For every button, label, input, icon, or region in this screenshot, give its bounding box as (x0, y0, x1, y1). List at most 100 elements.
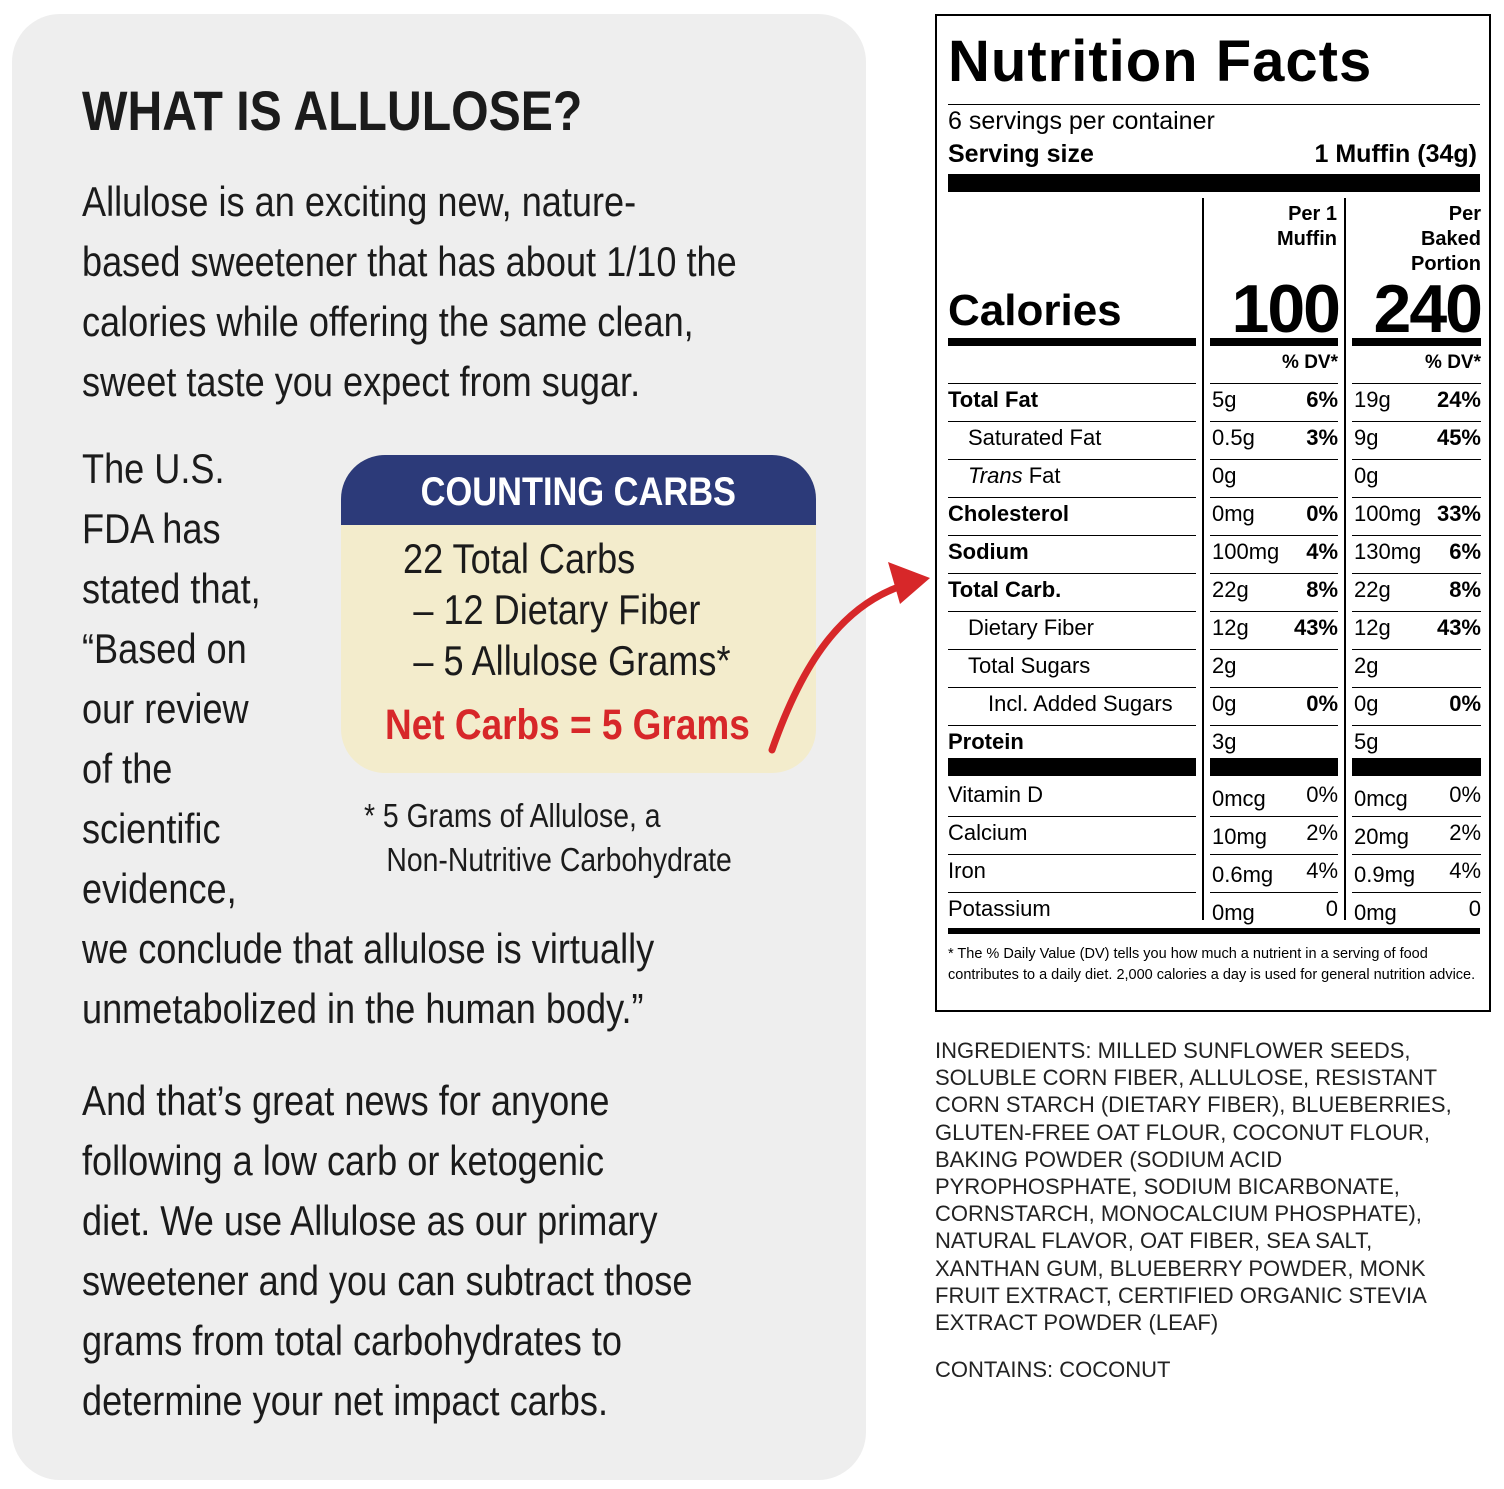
vitamin-dv-muffin: 4% (1306, 858, 1338, 883)
nutrient-dv-muffin: 4% (1306, 539, 1338, 564)
row-divider (1352, 421, 1481, 422)
row-divider (1352, 459, 1481, 460)
closing-line: And that’s great news for anyone (82, 1077, 610, 1124)
vitamin-dv-portion: 0 (1468, 896, 1481, 921)
serving-size-value: 1 Muffin (34g) (1314, 140, 1478, 168)
row-divider (1210, 535, 1338, 536)
nutrient-dv-muffin: 6% (1306, 387, 1338, 412)
nutrient-name: Cholesterol (948, 501, 1070, 526)
vitamin-dv-muffin: 0 (1325, 896, 1338, 921)
nutrient-name-italic: Trans (968, 463, 1023, 488)
vitamin-amount-muffin: 10mg (1212, 824, 1268, 849)
nutrient-amount-portion: 0g (1354, 691, 1379, 716)
row-divider (1210, 421, 1338, 422)
ingredients-line: EXTRACT POWDER (LEAF) (935, 1310, 1219, 1336)
thick-divider (948, 758, 1196, 776)
vitamin-amount-portion: 0mcg (1354, 786, 1408, 811)
vitamin-dv-portion: 4% (1449, 858, 1481, 883)
row-divider (948, 421, 1196, 422)
ingredients-line: XANTHAN GUM, BLUEBERRY POWDER, MONK (935, 1255, 1426, 1281)
fda-line: of the (82, 745, 173, 792)
intro-line: calories while offering the same clean, (82, 298, 694, 345)
row-divider (948, 649, 1196, 650)
vitamin-amount-portion: 0mg (1354, 900, 1397, 925)
nutrient-dv-portion: 8% (1449, 577, 1481, 602)
serving-size-label: Serving size (948, 140, 1094, 168)
nutrient-name: Dietary Fiber (968, 615, 1094, 640)
nutrient-dv-portion: 24% (1436, 387, 1481, 412)
row-divider (1210, 573, 1338, 574)
row-divider (1352, 497, 1481, 498)
fda-line: evidence, (82, 865, 237, 912)
fda-line: we conclude that allulose is virtually (82, 925, 655, 972)
nutrient-amount-portion: 9g (1354, 425, 1379, 450)
nutrient-amount-muffin: 0g (1212, 691, 1237, 716)
footnote-line: Non-Nutritive Carbohydrate (386, 841, 732, 878)
row-divider (948, 459, 1196, 460)
col-head-line: Per (1448, 203, 1481, 225)
nutrient-amount-portion: 19g (1354, 387, 1391, 412)
thick-divider (948, 174, 1480, 192)
ingredients-line: GLUTEN-FREE OAT FLOUR, COCONUT FLOUR, (935, 1119, 1431, 1145)
row-divider (1352, 649, 1481, 650)
net-carbs-result: Net Carbs = 5 Grams (385, 701, 750, 749)
fda-line: stated that, (82, 565, 261, 612)
nutrient-amount-muffin: 0mg (1212, 501, 1255, 526)
nutrient-dv-muffin: 0% (1306, 501, 1338, 526)
nutrient-amount-portion: 5g (1354, 729, 1379, 754)
nutrient-dv-muffin: 43% (1293, 615, 1338, 640)
row-divider (1210, 383, 1338, 384)
counting-carbs-title: COUNTING CARBS (420, 470, 737, 514)
closing-paragraph: And that’s great news for anyone followi… (82, 1071, 692, 1431)
ingredients-line: NATURAL FLAVOR, OAT FIBER, SEA SALT, (935, 1228, 1373, 1254)
row-divider (1352, 687, 1481, 688)
ingredients-line: BAKING POWDER (SODIUM ACID (935, 1146, 1283, 1172)
nutrient-name: Incl. Added Sugars (988, 691, 1173, 716)
closing-line: following a low carb or ketogenic (82, 1137, 605, 1184)
row-divider (1210, 497, 1338, 498)
ingredients-list: INGREDIENTS: MILLED SUNFLOWER SEEDS, SOL… (935, 1037, 1495, 1336)
row-divider (1352, 611, 1481, 612)
servings-per-container: 6 servings per container (948, 107, 1215, 135)
nutrient-name: Protein (948, 729, 1024, 754)
row-divider (948, 892, 1196, 893)
column-separator (1202, 198, 1204, 920)
fda-quote-paragraph: The U.S. FDA has stated that, “Based on … (82, 439, 654, 1039)
ingredients-line: CORN STARCH (DIETARY FIBER), BLUEBERRIES… (935, 1092, 1452, 1118)
thick-divider (1352, 338, 1481, 346)
row-divider (1352, 383, 1481, 384)
fda-line: “Based on (82, 625, 247, 672)
nutrient-amount-portion: 2g (1354, 653, 1379, 678)
nutrient-amount-muffin: 22g (1212, 577, 1249, 602)
nutrient-name: Trans Fat (968, 463, 1061, 489)
intro-paragraph: Allulose is an exciting new, nature- bas… (82, 172, 737, 412)
thick-divider (948, 338, 1196, 346)
counting-carbs-header: COUNTING CARBS (341, 455, 816, 525)
row-divider (948, 725, 1196, 726)
row-divider (1210, 649, 1338, 650)
vitamin-amount-muffin: 0.6mg (1212, 862, 1274, 887)
nutrient-amount-portion: 100mg (1354, 501, 1422, 526)
ingredients-line: SOLUBLE CORN FIBER, ALLULOSE, RESISTANT (935, 1065, 1438, 1091)
col-head-line: Portion (1411, 253, 1481, 275)
carbs-line-allulose: – 5 Allulose Grams* (413, 637, 731, 684)
vitamin-name: Potassium (948, 896, 1051, 921)
nutrient-amount-muffin: 0.5g (1212, 425, 1255, 450)
row-divider (1210, 687, 1338, 688)
nutrient-amount-portion: 130mg (1354, 539, 1422, 564)
card-title: WHAT IS ALLULOSE? (82, 79, 583, 142)
vitamin-dv-portion: 0% (1449, 782, 1481, 807)
nutrient-amount-portion: 22g (1354, 577, 1391, 602)
carbs-calculation: 22 Total Carbs – 12 Dietary Fiber – 5 Al… (403, 533, 784, 686)
closing-line: sweetener and you can subtract those (82, 1257, 693, 1304)
col-head-line: Muffin (1277, 228, 1337, 250)
row-divider (1352, 725, 1481, 726)
intro-line: Allulose is an exciting new, nature- (82, 178, 637, 225)
closing-line: determine your net impact carbs. (82, 1377, 608, 1424)
fda-line: The U.S. (82, 445, 225, 492)
nutrient-name: Total Carb. (948, 577, 1062, 602)
thick-divider (1210, 758, 1338, 776)
col-head-line: Baked (1420, 228, 1481, 250)
row-divider (1210, 854, 1338, 855)
vitamin-dv-muffin: 2% (1306, 820, 1338, 845)
